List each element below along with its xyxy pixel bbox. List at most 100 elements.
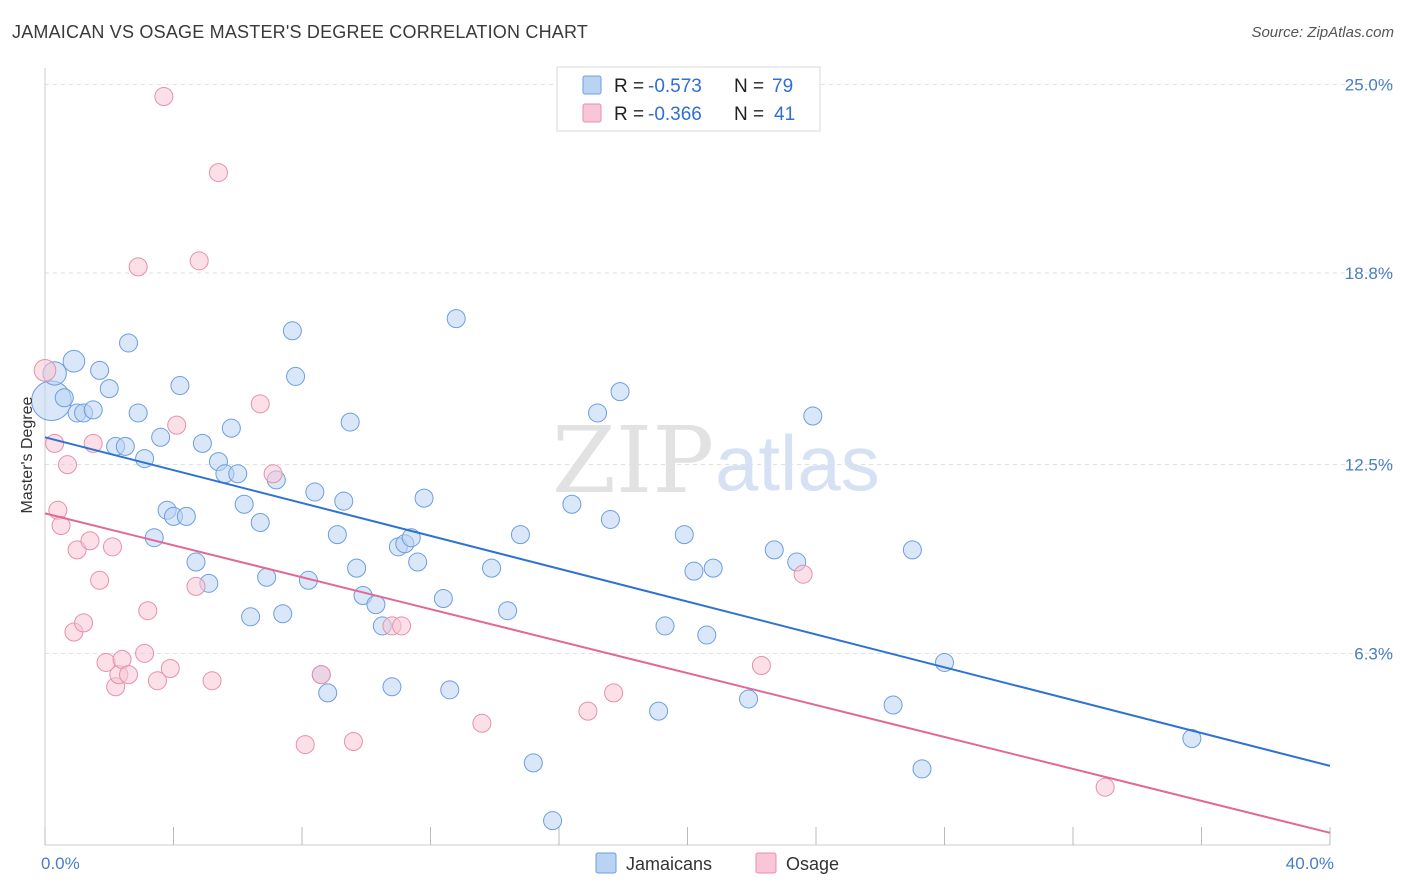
jamaicans-point [62, 349, 86, 373]
osage-point [793, 564, 813, 584]
jamaicans-point [674, 525, 694, 545]
osage-point [67, 540, 87, 560]
osage-point [167, 415, 187, 435]
osage-point [33, 359, 57, 382]
osage-point [202, 671, 222, 691]
bottom-legend-label-jamaicans: Jamaicans [626, 854, 712, 874]
jamaicans-point [414, 488, 434, 508]
y-tick-label: 6.3% [1354, 644, 1393, 663]
jamaicans-point [192, 433, 212, 453]
y-tick-label: 18.8% [1345, 264, 1393, 283]
osage-point [90, 570, 110, 590]
osage-point [208, 163, 228, 183]
jamaicans-point [347, 558, 367, 578]
jamaicans-point [366, 595, 386, 615]
jamaicans-point [649, 701, 669, 721]
osage-point [472, 713, 492, 733]
x-tick-label: 0.0% [41, 854, 80, 873]
watermark: ZIP atlas [552, 407, 880, 514]
jamaicans-point [1182, 729, 1202, 749]
bottom-legend-label-osage: Osage [786, 854, 839, 874]
tick-labels: 6.3% 12.5% 18.8% 25.0% 0.0% 40.0% [41, 75, 1393, 873]
osage-point [604, 683, 624, 703]
osage-point [189, 251, 209, 271]
jamaicans-point [408, 552, 428, 572]
jamaicans-point [446, 309, 466, 329]
jamaicans-point [562, 494, 582, 514]
jamaicans-point [282, 321, 302, 341]
jamaicans-point [327, 525, 347, 545]
jamaicans-point [433, 589, 453, 609]
osage-point [578, 701, 598, 721]
legend-r-label-osage: R = [614, 104, 644, 125]
bottom-legend-swatch-osage [755, 852, 777, 874]
watermark-atlas: atlas [715, 419, 880, 507]
osage-point [135, 643, 155, 663]
osage-point [1095, 777, 1115, 797]
x-tick-label: 40.0% [1286, 854, 1334, 873]
jamaicans-trend-line [44, 436, 1331, 767]
osage-point [128, 257, 148, 277]
jamaicans-point [151, 427, 171, 447]
jamaicans-point [902, 540, 922, 560]
trend-layer [44, 436, 1331, 834]
jamaicans-point [655, 616, 675, 636]
jamaicans-point [83, 400, 103, 420]
legend-n-value-jamaicans: 79 [772, 76, 793, 97]
jamaicans-point [144, 528, 164, 548]
legend-swatch-jamaicans [582, 75, 602, 95]
jamaicans-point [170, 376, 190, 396]
chart-title: JAMAICAN VS OSAGE MASTER'S DEGREE CORREL… [12, 22, 589, 42]
jamaicans-point [234, 494, 254, 514]
correlation-legend: R = -0.573 N = 79 R = -0.366 N = 41 [556, 66, 821, 132]
y-tick-label: 25.0% [1345, 75, 1393, 94]
jamaicans-point [90, 360, 110, 380]
osage-point [751, 655, 771, 675]
legend-n-label-osage: N = [734, 104, 764, 125]
osage-point [154, 87, 174, 107]
osage-point [250, 394, 270, 414]
jamaicans-point [684, 561, 704, 581]
osage-point [138, 601, 158, 621]
osage-point [263, 464, 283, 484]
legend-swatch-osage [582, 103, 602, 123]
jamaicans-point [912, 759, 932, 779]
osage-point [295, 735, 315, 755]
osage-trend-line [44, 512, 1331, 834]
jamaicans-point [523, 753, 543, 773]
osage-point [147, 671, 167, 691]
series-legend: Jamaicans Osage [595, 852, 839, 874]
jamaicans-point [228, 464, 248, 484]
jamaicans-point [401, 528, 421, 548]
osage-point [80, 531, 100, 551]
watermark-zip: ZIP [552, 407, 714, 514]
jamaicans-point [883, 695, 903, 715]
jamaicans-point [764, 540, 784, 560]
jamaicans-point [119, 333, 139, 353]
jamaicans-point [610, 382, 630, 402]
jamaicans-point [115, 436, 135, 456]
jamaicans-point [440, 680, 460, 700]
jamaicans-point [334, 491, 354, 511]
jamaicans-point [273, 604, 293, 624]
legend-r-label-jamaicans: R = [614, 76, 644, 97]
legend-r-value-osage: -0.366 [648, 104, 702, 125]
jamaicans-point [54, 388, 74, 408]
y-axis-title: Master's Degree [19, 396, 36, 513]
osage-point [119, 665, 139, 685]
points-layer [31, 87, 1202, 831]
jamaicans-point [382, 677, 402, 697]
osage-point [57, 455, 77, 475]
osage-point [160, 659, 180, 679]
jamaicans-point [543, 811, 563, 831]
jamaicans-point [176, 506, 196, 526]
osage-point [186, 576, 206, 596]
jamaicans-point [340, 412, 360, 432]
jamaicans-point [305, 482, 325, 502]
legend-n-label-jamaicans: N = [734, 76, 764, 97]
jamaicans-point [510, 525, 530, 545]
jamaicans-point [703, 558, 723, 578]
osage-point [74, 613, 94, 633]
jamaicans-point [318, 683, 338, 703]
